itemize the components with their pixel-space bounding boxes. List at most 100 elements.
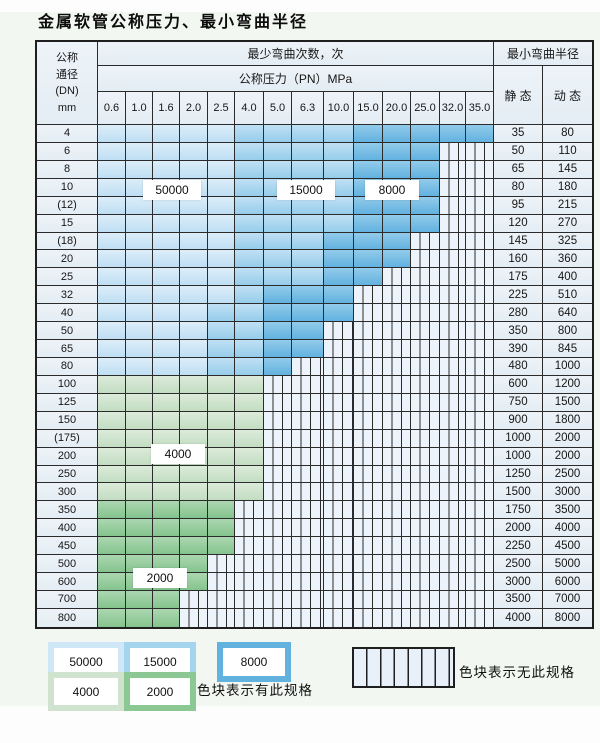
spec-cell-2000 (180, 573, 208, 591)
spec-cell-50000 (208, 286, 235, 305)
dynamic-value: 8000 (543, 608, 592, 627)
no-spec-cell (292, 483, 324, 502)
spec-cell-15000 (292, 268, 324, 287)
no-spec-cell (411, 286, 440, 305)
spec-cell-8000 (383, 232, 411, 251)
no-spec-cell (466, 590, 494, 609)
no-spec-cell (466, 393, 494, 412)
spec-cell-50000 (98, 340, 126, 358)
no-spec-cell (440, 519, 466, 538)
pressure-tick: 2.5 (208, 92, 235, 125)
dynamic-value: 7000 (543, 590, 592, 609)
spec-cell-8000 (411, 160, 440, 179)
dynamic-value: 1200 (543, 375, 592, 394)
static-value: 65 (494, 160, 543, 179)
static-value: 350 (494, 322, 543, 341)
no-spec-cell (324, 340, 354, 358)
no-spec-cell (354, 304, 383, 323)
no-spec-cell (440, 573, 466, 591)
no-spec-cell (324, 465, 354, 484)
spec-cell-50000 (153, 160, 180, 179)
spec-cell-8000 (383, 142, 411, 161)
spec-cell-4000 (180, 375, 208, 394)
dynamic-value: 5000 (543, 555, 592, 574)
spec-cell-4000 (235, 393, 264, 412)
zone-label-8000: 8000 (365, 180, 419, 200)
no-spec-cell (440, 483, 466, 502)
no-spec-cell (411, 340, 440, 358)
no-spec-cell (440, 411, 466, 430)
spec-cell-50000 (126, 214, 153, 233)
static-header: 静 态 (494, 66, 543, 125)
spec-cell-50000 (98, 322, 126, 341)
pressure-tick: 5.0 (264, 92, 292, 125)
spec-cell-4000 (208, 447, 235, 466)
spec-cell-15000 (324, 214, 354, 233)
spec-cell-8000 (324, 286, 354, 305)
spec-cell-8000 (324, 304, 354, 323)
no-spec-cell (354, 340, 383, 358)
spec-cell-50000 (126, 268, 153, 287)
no-spec-cell (440, 393, 466, 412)
no-spec-cell (383, 483, 411, 502)
dynamic-value: 2500 (543, 465, 592, 484)
spec-cell-2000 (153, 590, 180, 609)
no-spec-cell (292, 357, 324, 376)
no-spec-cell (411, 501, 440, 520)
dynamic-value: 4500 (543, 537, 592, 556)
no-spec-cell (324, 501, 354, 520)
spec-cell-4000 (126, 375, 153, 394)
no-spec-cell (440, 429, 466, 448)
no-spec-cell (292, 555, 324, 574)
spec-cell-2000 (180, 519, 208, 538)
spec-cell-2000 (126, 519, 153, 538)
no-spec-cell (466, 375, 494, 394)
spec-cell-8000 (354, 160, 383, 179)
no-spec-cell (466, 214, 494, 233)
spec-cell-8000 (383, 160, 411, 179)
dn-cell: 50 (37, 322, 98, 341)
spec-cell-15000 (292, 160, 324, 179)
no-spec-cell (440, 537, 466, 556)
no-spec-cell (292, 608, 324, 627)
no-spec-cell (440, 286, 466, 305)
static-value: 120 (494, 214, 543, 233)
no-spec-cell (383, 393, 411, 412)
zone-label-15000: 15000 (277, 180, 335, 200)
no-spec-cell (264, 573, 292, 591)
no-spec-cell (383, 501, 411, 520)
no-spec-cell (383, 357, 411, 376)
spec-cell-2000 (98, 519, 126, 538)
spec-cell-2000 (180, 555, 208, 574)
spec-cell-4000 (98, 393, 126, 412)
spec-cell-8000 (354, 232, 383, 251)
no-spec-cell (354, 501, 383, 520)
spec-cell-50000 (98, 125, 126, 143)
dynamic-value: 400 (543, 268, 592, 287)
no-spec-cell (292, 590, 324, 609)
spec-cell-4000 (235, 429, 264, 448)
static-value: 2250 (494, 537, 543, 556)
spec-cell-15000 (292, 250, 324, 269)
no-spec-cell (440, 501, 466, 520)
dn-cell: 800 (37, 608, 98, 627)
no-spec-cell (440, 357, 466, 376)
dn-cell: 25 (37, 268, 98, 287)
static-value: 175 (494, 268, 543, 287)
spec-cell-15000 (235, 357, 264, 376)
spec-cell-50000 (180, 160, 208, 179)
no-spec-cell (466, 573, 494, 591)
spec-cell-4000 (153, 465, 180, 484)
spec-cell-15000 (235, 304, 264, 323)
no-spec-cell (466, 411, 494, 430)
spec-cell-15000 (292, 125, 324, 143)
bottom-margin (0, 706, 600, 743)
no-spec-cell (440, 142, 466, 161)
spec-cell-50000 (153, 232, 180, 251)
no-spec-cell (440, 555, 466, 574)
dynamic-value: 1800 (543, 411, 592, 430)
no-spec-cell (383, 304, 411, 323)
spec-cell-50000 (126, 250, 153, 269)
spec-cell-15000 (264, 268, 292, 287)
spec-cell-15000 (292, 232, 324, 251)
